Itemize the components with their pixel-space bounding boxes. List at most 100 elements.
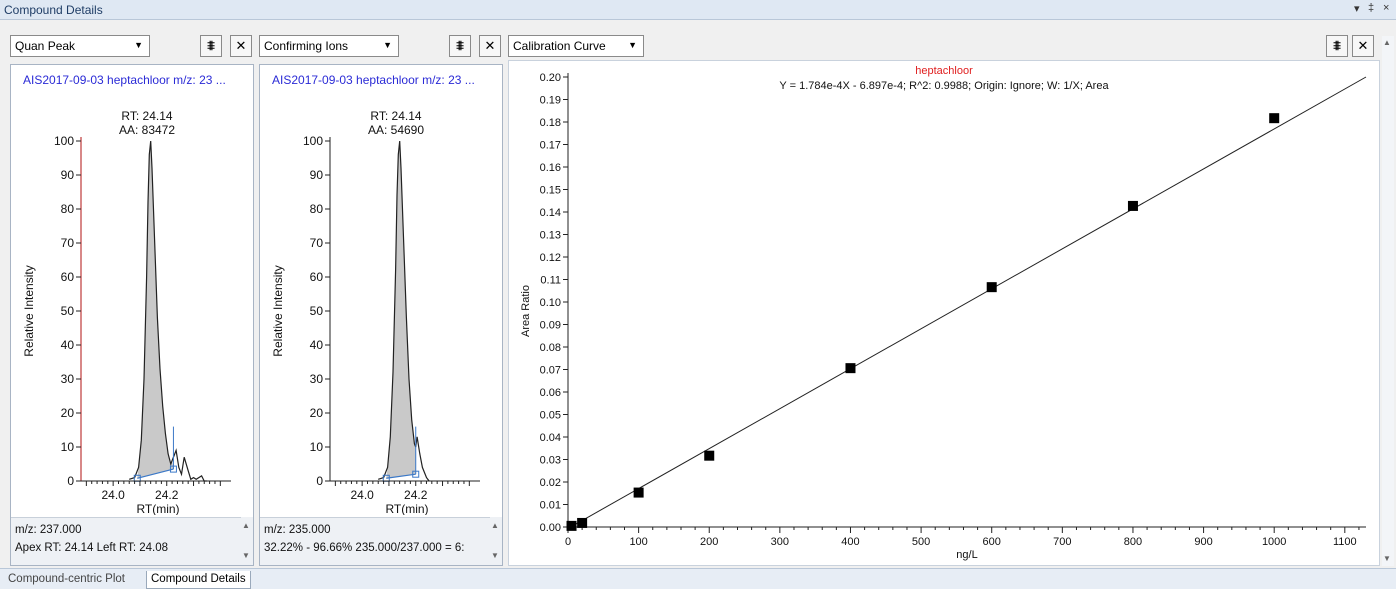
- calibration-close-button[interactable]: ✕: [1352, 35, 1374, 57]
- qp-x-tick-label: 24.0: [101, 488, 125, 502]
- calibration-point: [986, 282, 997, 293]
- confirming-ions-options-button[interactable]: ⩨: [449, 35, 471, 57]
- calibration-equation: Y = 1.784e-4X - 6.897e-4; R^2: 0.9988; O…: [779, 80, 1109, 92]
- qp-y-axis-label: Relative Intensity: [22, 265, 36, 356]
- ci-x-tick-label: 24.0: [350, 488, 374, 502]
- qp-baseline: [137, 468, 174, 479]
- bottom-tab-strip: Compound-centric Plot Compound Details: [0, 568, 1396, 589]
- cal-x-tick-label: 800: [1124, 536, 1142, 548]
- cal-x-tick-label: 500: [912, 536, 930, 548]
- qp-y-tick-label: 60: [61, 270, 75, 284]
- confirming-ions-chart: 0 10 20 30 40 50 60 70 80 90 100 24.0 24.2RT(min) Rel…: [271, 109, 480, 515]
- cal-y-tick-label: 0.20: [540, 72, 561, 84]
- cal-y-tick-label: 0.00: [540, 522, 561, 534]
- confirming-ions-pane: AIS2017-09-03 heptachloor m/z: 23 ... 0 1…: [259, 64, 503, 566]
- qp-y-tick-label: 80: [61, 202, 75, 216]
- qp-x-tick-label: 24.2: [155, 488, 179, 502]
- ci-x-axis-label: RT(min): [385, 502, 428, 515]
- scroll-down-icon[interactable]: ▼: [491, 551, 499, 560]
- cal-y-tick-label: 0.19: [540, 95, 561, 107]
- ci-y-tick-label: 20: [310, 406, 324, 420]
- confirming-ions-footer: m/z: 235.000 32.22% - 96.66% 235.000/237…: [260, 517, 490, 565]
- calibration-dropdown[interactable]: Calibration Curve ▼: [508, 35, 644, 57]
- close-icon[interactable]: ×: [1383, 2, 1390, 14]
- qp-y-tick-label: 40: [61, 338, 75, 352]
- qp-x-axis-label: RT(min): [136, 502, 179, 515]
- calibration-point: [566, 520, 577, 531]
- cal-y-tick-label: 0.15: [540, 185, 561, 197]
- cal-y-tick-label: 0.05: [540, 410, 561, 422]
- cal-y-tick-label: 0.11: [540, 275, 561, 287]
- cal-y-tick-label: 0.01: [540, 500, 561, 512]
- quan-peak-footer-scrollbar[interactable]: ▲ ▼: [241, 517, 253, 565]
- pane-menu-icon[interactable]: ▾: [1354, 3, 1360, 15]
- quan-peak-chart: 0 10 20 30 40 50 60 70 80 90 100 24.0 24.2RT(min) Rel…: [22, 109, 231, 515]
- cal-x-tick-label: 0: [565, 536, 571, 548]
- scroll-down-icon[interactable]: ▼: [1383, 554, 1391, 563]
- chevron-down-icon: ▼: [134, 40, 143, 50]
- ci-y-tick-label: 70: [310, 236, 324, 250]
- ci-rt-label: RT: 24.14: [370, 109, 421, 123]
- ci-baseline: [386, 473, 416, 479]
- cal-y-tick-label: 0.08: [540, 342, 561, 354]
- cal-y-tick-label: 0.12: [540, 252, 561, 264]
- quan-peak-close-button[interactable]: ✕: [230, 35, 252, 57]
- ci-y-tick-label: 100: [303, 134, 323, 148]
- ci-integrated-area: [386, 141, 416, 479]
- calibration-header: Calibration Curve ▼ ⩨ ✕: [508, 35, 1380, 57]
- qp-trace: [129, 140, 207, 482]
- cal-y-tick-label: 0.18: [540, 117, 561, 129]
- confirming-ions-plot-header: AIS2017-09-03 heptachloor m/z: 23 ...: [272, 73, 475, 87]
- calibration-point: [577, 517, 588, 528]
- quan-peak-dropdown[interactable]: Quan Peak ▼: [10, 35, 150, 57]
- quan-peak-pane: AIS2017-09-03 heptachloor m/z: 23 ... 0 1…: [10, 64, 254, 566]
- qp-area-label: AA: 83472: [119, 123, 175, 137]
- cal-x-axis-label: ng/L: [956, 549, 977, 561]
- cal-x-tick-label: 1000: [1262, 536, 1286, 548]
- quan-peak-dropdown-label: Quan Peak: [15, 39, 76, 53]
- confirming-ions-ratio: 32.22% - 96.66% 235.000/237.000 = 6:: [264, 542, 465, 554]
- confirming-ions-header: Confirming Ions ▼ ⩨ ✕: [259, 35, 503, 57]
- cal-y-tick-label: 0.04: [540, 432, 561, 444]
- chevron-down-icon: ▼: [628, 40, 637, 50]
- cal-y-tick-label: 0.10: [540, 297, 561, 309]
- confirming-ions-dropdown-label: Confirming Ions: [264, 39, 349, 53]
- qp-rt-label: RT: 24.14: [121, 109, 172, 123]
- calibration-options-button[interactable]: ⩨: [1326, 35, 1348, 57]
- qp-y-tick-label: 90: [61, 168, 75, 182]
- ci-y-tick-label: 30: [310, 372, 324, 386]
- ci-y-tick-label: 50: [310, 304, 324, 318]
- tab-compound-details[interactable]: Compound Details: [146, 571, 251, 589]
- confirming-ions-close-button[interactable]: ✕: [479, 35, 501, 57]
- calibration-pane: heptachloor Y = 1.784e-4X - 6.897e-4; R^2…: [508, 60, 1380, 566]
- cal-y-tick-label: 0.07: [540, 365, 561, 377]
- calibration-point: [845, 363, 856, 374]
- confirming-ions-footer-scrollbar[interactable]: ▲ ▼: [490, 517, 502, 565]
- quan-peak-mz: m/z: 237.000: [15, 524, 82, 536]
- cal-y-tick-label: 0.02: [540, 477, 561, 489]
- qp-end-marker: [169, 465, 177, 473]
- calibration-scrollbar[interactable]: ▲ ▼: [1382, 36, 1394, 566]
- cal-x-tick-label: 900: [1194, 536, 1212, 548]
- scroll-down-icon[interactable]: ▼: [242, 551, 250, 560]
- scroll-up-icon[interactable]: ▲: [491, 521, 499, 530]
- calibration-point: [1269, 113, 1280, 124]
- cal-x-tick-label: 700: [1053, 536, 1071, 548]
- quan-peak-options-button[interactable]: ⩨: [200, 35, 222, 57]
- scroll-up-icon[interactable]: ▲: [1383, 38, 1391, 47]
- calibration-compound-title: heptachloor: [915, 65, 973, 77]
- confirming-ions-dropdown[interactable]: Confirming Ions ▼: [259, 35, 399, 57]
- pin-icon[interactable]: ‡: [1368, 2, 1375, 14]
- ci-y-tick-label: 10: [310, 440, 324, 454]
- ci-x-tick-label: 24.2: [404, 488, 428, 502]
- cal-y-tick-label: 0.06: [540, 387, 561, 399]
- tab-compound-centric-plot[interactable]: Compound-centric Plot: [8, 573, 125, 585]
- scroll-up-icon[interactable]: ▲: [242, 521, 250, 530]
- qp-y-tick-label: 30: [61, 372, 75, 386]
- qp-y-tick-label: 20: [61, 406, 75, 420]
- window-title-bar: Compound Details ▾ ‡ ×: [0, 0, 1396, 20]
- ci-y-tick-label: 0: [316, 474, 323, 488]
- cal-y-tick-label: 0.09: [540, 320, 561, 332]
- confirming-ions-mz: m/z: 235.000: [264, 524, 331, 536]
- calibration-fit-line: [574, 76, 1367, 525]
